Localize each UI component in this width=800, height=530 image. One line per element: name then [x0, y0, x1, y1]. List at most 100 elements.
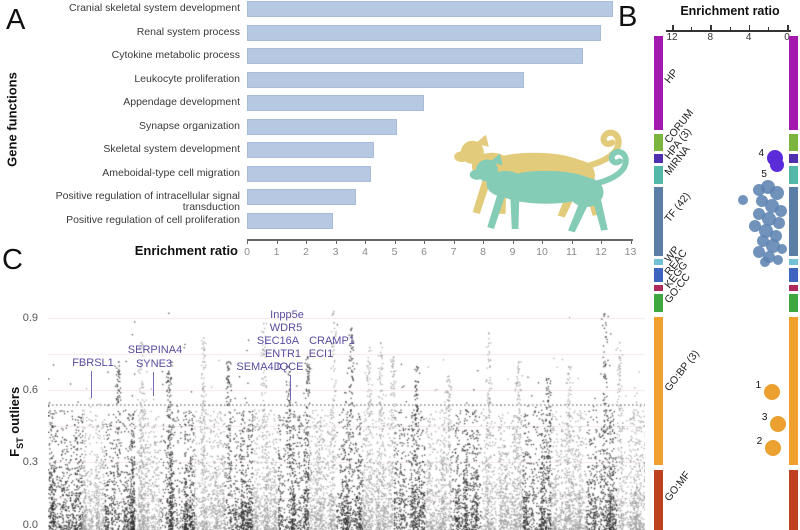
x-axis-tick [335, 239, 337, 244]
x-axis-tick [394, 239, 396, 244]
bar [247, 142, 374, 158]
gene-leader-line [290, 375, 291, 400]
x-axis-tick [512, 239, 514, 244]
b-axis-minor-tick [729, 27, 731, 30]
gobp-dot [769, 416, 786, 432]
hpa-dot [770, 158, 785, 172]
b-axis-tick-label: 0 [784, 32, 790, 43]
bar [247, 95, 424, 111]
x-axis-tick [276, 239, 278, 244]
category-strip-left [654, 259, 663, 265]
category-strip-right [789, 294, 798, 312]
gene-leader-line [153, 372, 154, 396]
gene-label: Inpp5e [270, 309, 304, 321]
x-axis-tick [601, 239, 602, 244]
c-y-tick-label: 0.6 [22, 384, 38, 396]
bar [247, 118, 398, 135]
x-axis-tick-label: 10 [536, 246, 548, 258]
x-axis-tick-label: 2 [303, 246, 309, 258]
panel-b-letter: B [618, 1, 638, 33]
gobp-dot-number: 3 [761, 412, 768, 423]
x-axis-tick-label: 0 [244, 246, 250, 258]
gobp-dot [764, 440, 781, 456]
category-strip-left [654, 187, 663, 256]
tf-dot [756, 235, 769, 247]
b-axis-minor-tick [691, 27, 693, 30]
x-axis-tick [571, 239, 573, 244]
category-strip-left [654, 134, 663, 151]
gene-label: ENTR1 [264, 348, 302, 360]
b-axis-major-tick [787, 25, 789, 30]
x-axis-tick-label: 1 [273, 246, 280, 258]
bar [247, 71, 525, 88]
tf-dot [752, 208, 765, 220]
tf-dot [765, 239, 780, 253]
bar [247, 48, 584, 64]
category-strip-right [789, 259, 798, 265]
x-axis-tick [424, 239, 425, 244]
category-strip-left [654, 166, 663, 184]
x-axis-tick [542, 239, 543, 244]
x-axis-tick [365, 239, 366, 244]
gene-label: SERPINA4 [127, 344, 183, 356]
panel-a-x-axis-label: Enrichment ratio [134, 243, 238, 258]
b-axis-major-tick [672, 25, 674, 30]
bar-category-label: Synapse organization [139, 119, 240, 132]
tf-dot [749, 220, 762, 232]
c-y-tick-label: 0.3 [22, 456, 38, 468]
category-strip-right [789, 317, 798, 465]
gene-leader-line [91, 371, 92, 398]
bar-category-label: Skeletal system development [103, 143, 240, 155]
x-axis-tick-label: 5 [391, 246, 398, 258]
tf-dot [769, 186, 784, 200]
x-axis-line [247, 239, 633, 241]
x-axis-tick [483, 239, 484, 244]
hpa-dot-number: 5 [761, 169, 767, 180]
x-axis-tick [306, 239, 307, 244]
hpa-dot-number: 4 [758, 148, 765, 159]
category-strip-left [654, 36, 663, 130]
category-strip-left [654, 285, 663, 291]
gene-label: FBRSL1 [72, 357, 114, 369]
tf-dot [752, 246, 765, 258]
panel-a-letter: A [6, 4, 26, 36]
bar-category-label: Leukocyte proliferation [134, 72, 240, 85]
gene-label: CRAMP1 [309, 335, 355, 347]
x-axis-tick-label: 9 [509, 246, 516, 258]
bar [247, 165, 371, 182]
x-axis-tick-label: 3 [332, 246, 339, 258]
b-axis-line [666, 30, 791, 32]
b-axis-tick-label: 4 [745, 32, 752, 43]
gobp-dot-number: 2 [756, 436, 763, 447]
bar [247, 24, 601, 41]
category-strip-left [654, 470, 663, 530]
x-axis-tick [247, 239, 248, 244]
gene-label: SEMA4D [236, 361, 282, 373]
category-label: GO:MF [662, 468, 693, 504]
tf-dot [776, 244, 787, 254]
category-strip-right [789, 166, 798, 184]
bar-category-label: Ameboidal-type cell migration [102, 166, 240, 179]
c-y-tick-label: 0.0 [22, 519, 38, 530]
x-axis-tick [630, 239, 632, 244]
tf-dot [755, 195, 768, 207]
category-label: HP [662, 66, 681, 86]
bar-category-label: Positive regulation of cell proliferatio… [66, 213, 240, 226]
tf-dot [772, 217, 785, 229]
b-axis-tick-label: 8 [707, 32, 714, 43]
tf-dot [774, 205, 787, 217]
category-strip-right [789, 154, 798, 163]
bar-category-label: Cranial skeletal system development [69, 2, 240, 14]
b-axis-tick-label: 12 [666, 32, 678, 43]
b-axis-minor-tick [767, 27, 769, 30]
category-strip-left [654, 268, 663, 282]
bar-category-label: Positive regulation of intracellular sig… [55, 190, 240, 214]
bar [247, 1, 613, 17]
x-axis-tick-label: 11 [566, 246, 577, 258]
bar [247, 212, 333, 229]
tf-dot [772, 255, 783, 265]
c-y-tick-label: 0.9 [22, 312, 38, 324]
gobp-dot [763, 384, 780, 400]
x-axis-tick [453, 239, 455, 244]
